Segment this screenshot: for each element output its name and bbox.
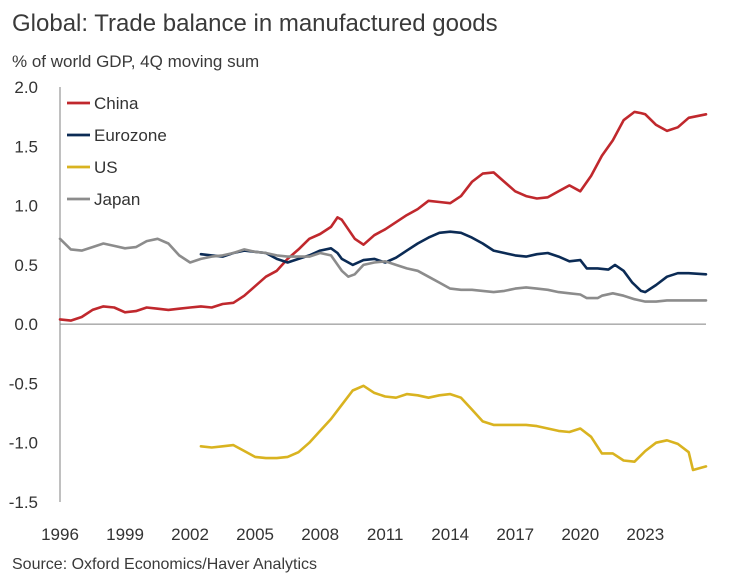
x-tick-label: 2014	[431, 525, 469, 544]
y-tick-label: 0.0	[14, 315, 38, 334]
x-tick-label: 2017	[496, 525, 534, 544]
series-line-eurozone	[199, 230, 708, 294]
x-tick-label: 1996	[41, 525, 79, 544]
series-line-us	[199, 384, 708, 472]
legend-label-eurozone: Eurozone	[94, 126, 167, 145]
y-tick-label: 1.0	[14, 197, 38, 216]
chart-subtitle: % of world GDP, 4Q moving sum	[12, 52, 260, 71]
x-tick-label: 2011	[367, 525, 404, 544]
series-lines	[58, 110, 708, 472]
y-tick-label: -1.0	[9, 434, 38, 453]
x-tick-labels: 1996 1999 2002 2005 2008 2011 2014 2017 2020 2023	[41, 525, 664, 544]
x-tick-label: 2005	[236, 525, 274, 544]
series-line-china	[58, 110, 708, 322]
x-tick-label: 2023	[626, 525, 664, 544]
y-tick-labels: 2.0 1.5 1.0 0.5 0.0 -0.5 -1.0 -1.5	[9, 78, 38, 512]
y-tick-label: -0.5	[9, 374, 38, 393]
x-tick-label: 2020	[561, 525, 599, 544]
legend: China Eurozone US Japan	[67, 94, 167, 209]
y-tick-label: -1.5	[9, 493, 38, 512]
legend-label-china: China	[94, 94, 139, 113]
chart-title: Global: Trade balance in manufactured go…	[12, 10, 498, 37]
y-tick-label: 2.0	[14, 78, 38, 97]
y-tick-label: 0.5	[14, 256, 38, 275]
axes	[59, 87, 706, 502]
x-tick-label: 2008	[301, 525, 339, 544]
y-tick-label: 1.5	[14, 137, 38, 156]
x-tick-label: 2002	[171, 525, 209, 544]
x-tick-label: 1999	[106, 525, 144, 544]
legend-label-japan: Japan	[94, 190, 140, 209]
source-note: Source: Oxford Economics/Haver Analytics	[12, 556, 318, 573]
legend-label-us: US	[94, 158, 118, 177]
series-line-japan	[58, 237, 708, 303]
